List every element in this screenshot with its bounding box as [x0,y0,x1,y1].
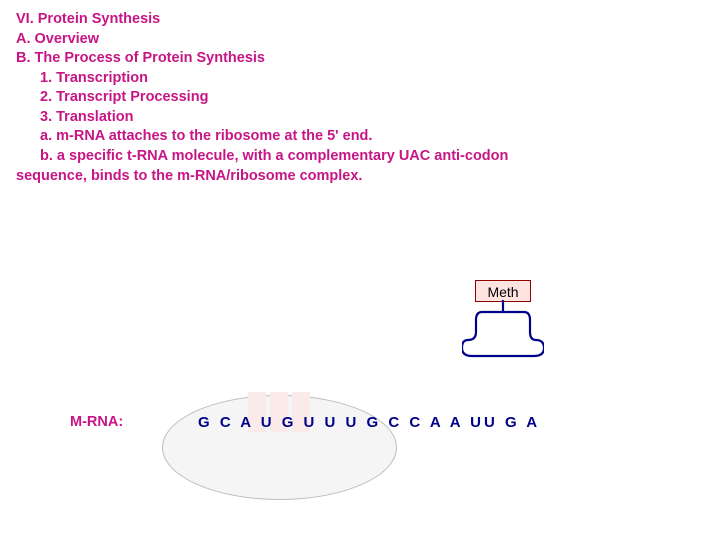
outline-line: 2. Transcript Processing [40,88,508,108]
outline-line: 3. Translation [40,108,508,128]
outline-block: VI. Protein Synthesis A. Overview B. The… [16,10,508,186]
trna-shape-icon [462,300,544,358]
outline-line: VI. Protein Synthesis [16,10,508,30]
mrna-label: M-RNA: [70,414,123,430]
outline-line: B. The Process of Protein Synthesis [16,49,508,69]
outline-line: b. a specific t-RNA molecule, with a com… [40,147,508,167]
outline-line: A. Overview [16,30,508,50]
outline-line: sequence, binds to the m-RNA/ribosome co… [16,167,508,187]
outline-line: 1. Transcription [40,69,508,89]
diagram-area: Meth M-RNA: G C A U G U U U G C C A A UU… [0,260,720,520]
meth-box: Meth [475,280,531,302]
outline-line: a. m-RNA attaches to the ribosome at the… [40,127,508,147]
mrna-sequence: G C A U G U U U G C C A A UU G A [198,414,540,431]
